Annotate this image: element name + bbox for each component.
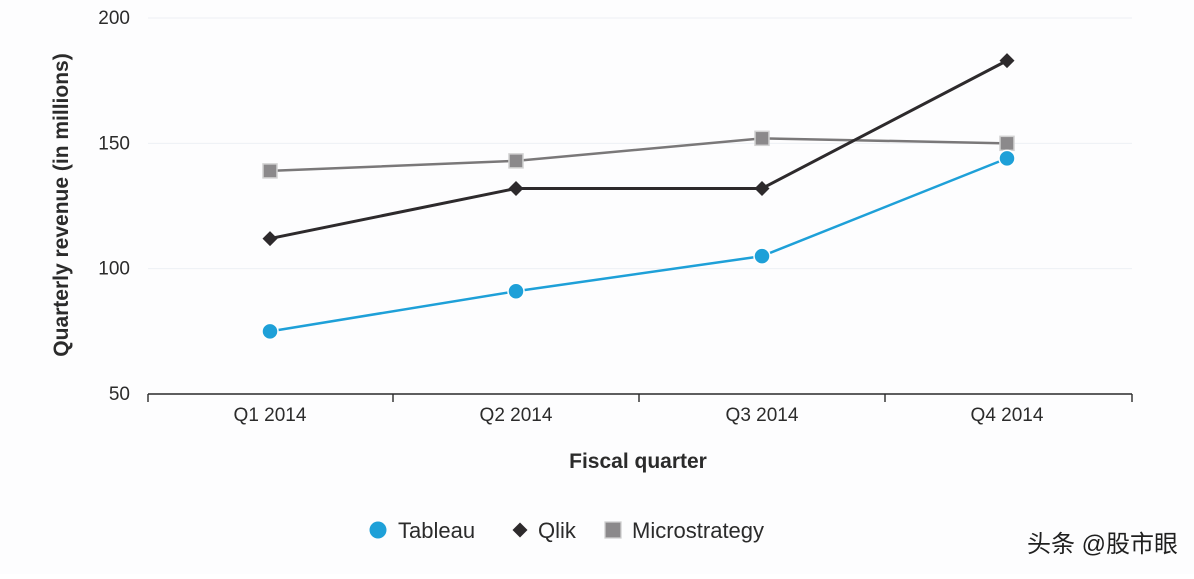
microstrategy-line: [268, 137, 1009, 173]
legend-item-tableau: Tableau: [369, 518, 475, 543]
watermark-text: 头条 @股市眼: [1027, 531, 1178, 558]
x-tick-label: Q1 2014: [234, 405, 307, 426]
qlik-point: [754, 180, 770, 196]
x-tick-label: Q2 2014: [480, 405, 553, 426]
legend-label: Tableau: [398, 518, 475, 543]
microstrategy-point: [999, 135, 1015, 152]
label-layer: Fiscal quarter Quarterly revenue (in mil…: [50, 53, 707, 473]
tableau-point: [261, 322, 279, 341]
microstrategy-point: [754, 130, 770, 147]
tableau-point: [753, 247, 771, 265]
qlik-point: [262, 231, 278, 247]
legend-square-marker: [604, 521, 622, 539]
tableau-point: [507, 282, 525, 300]
legend-circle-marker: [369, 521, 387, 539]
y-axis-title: Quarterly revenue (in millions): [50, 53, 73, 356]
y-tick-label: 100: [98, 259, 130, 280]
axis-layer: 50 100 150 200 Q1 2014 Q2 2014 Q3 2014 Q4 2014: [98, 8, 1133, 426]
legend-diamond-marker: [512, 522, 528, 538]
x-tick-label: Q4 2014: [971, 405, 1044, 426]
tableau-point: [998, 149, 1016, 168]
legend-label: Qlik: [538, 518, 577, 543]
legend-item-qlik: Qlik: [512, 518, 577, 543]
legend-item-microstrategy: Microstrategy: [604, 518, 764, 543]
microstrategy-point: [508, 153, 524, 169]
qlik-point: [508, 180, 524, 196]
x-tick-label: Q3 2014: [726, 405, 799, 426]
y-tick-label: 200: [98, 8, 130, 29]
microstrategy-point: [262, 163, 278, 179]
y-tick-label: 50: [109, 384, 130, 405]
legend: Tableau Qlik Microstrategy: [369, 518, 764, 543]
legend-label: Microstrategy: [632, 518, 764, 543]
qlik-point: [999, 53, 1015, 69]
qlik-line: [268, 59, 1009, 241]
series-layer: [261, 53, 1016, 341]
x-axis-title: Fiscal quarter: [569, 450, 707, 473]
tableau-line: [268, 157, 1009, 333]
y-tick-label: 150: [98, 133, 130, 154]
